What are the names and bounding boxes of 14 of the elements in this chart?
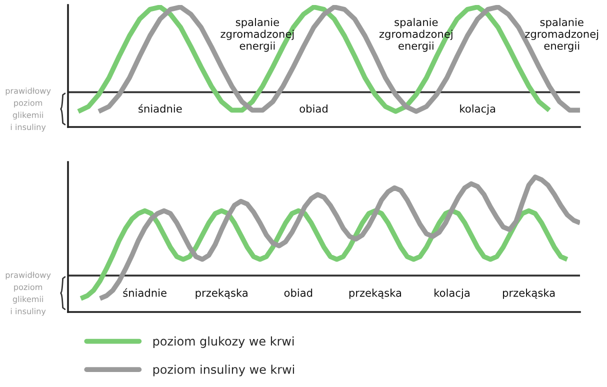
ref-line-label: prawidłowy poziom glikemii i insuliny xyxy=(6,272,51,316)
annotation: obiad xyxy=(284,288,312,297)
annotation: spalanie zgromadzonej energii xyxy=(525,18,598,52)
legend-label: poziom insuliny we krwi xyxy=(153,364,294,376)
annotation: przekąska xyxy=(196,288,248,299)
annotation: kolacja xyxy=(460,104,496,115)
legend-label: poziom glukozy we krwi xyxy=(153,336,294,348)
annotation: kolacja xyxy=(434,288,470,299)
annotation: obiad xyxy=(300,104,328,113)
annotation: przekąska xyxy=(502,288,555,299)
annotation: przekąska xyxy=(349,288,402,299)
annotation: śniadnie xyxy=(138,104,182,113)
ref-line-label: prawidłowy poziom glikemii i insuliny xyxy=(6,88,51,132)
annotation: śniadnie xyxy=(123,288,166,297)
